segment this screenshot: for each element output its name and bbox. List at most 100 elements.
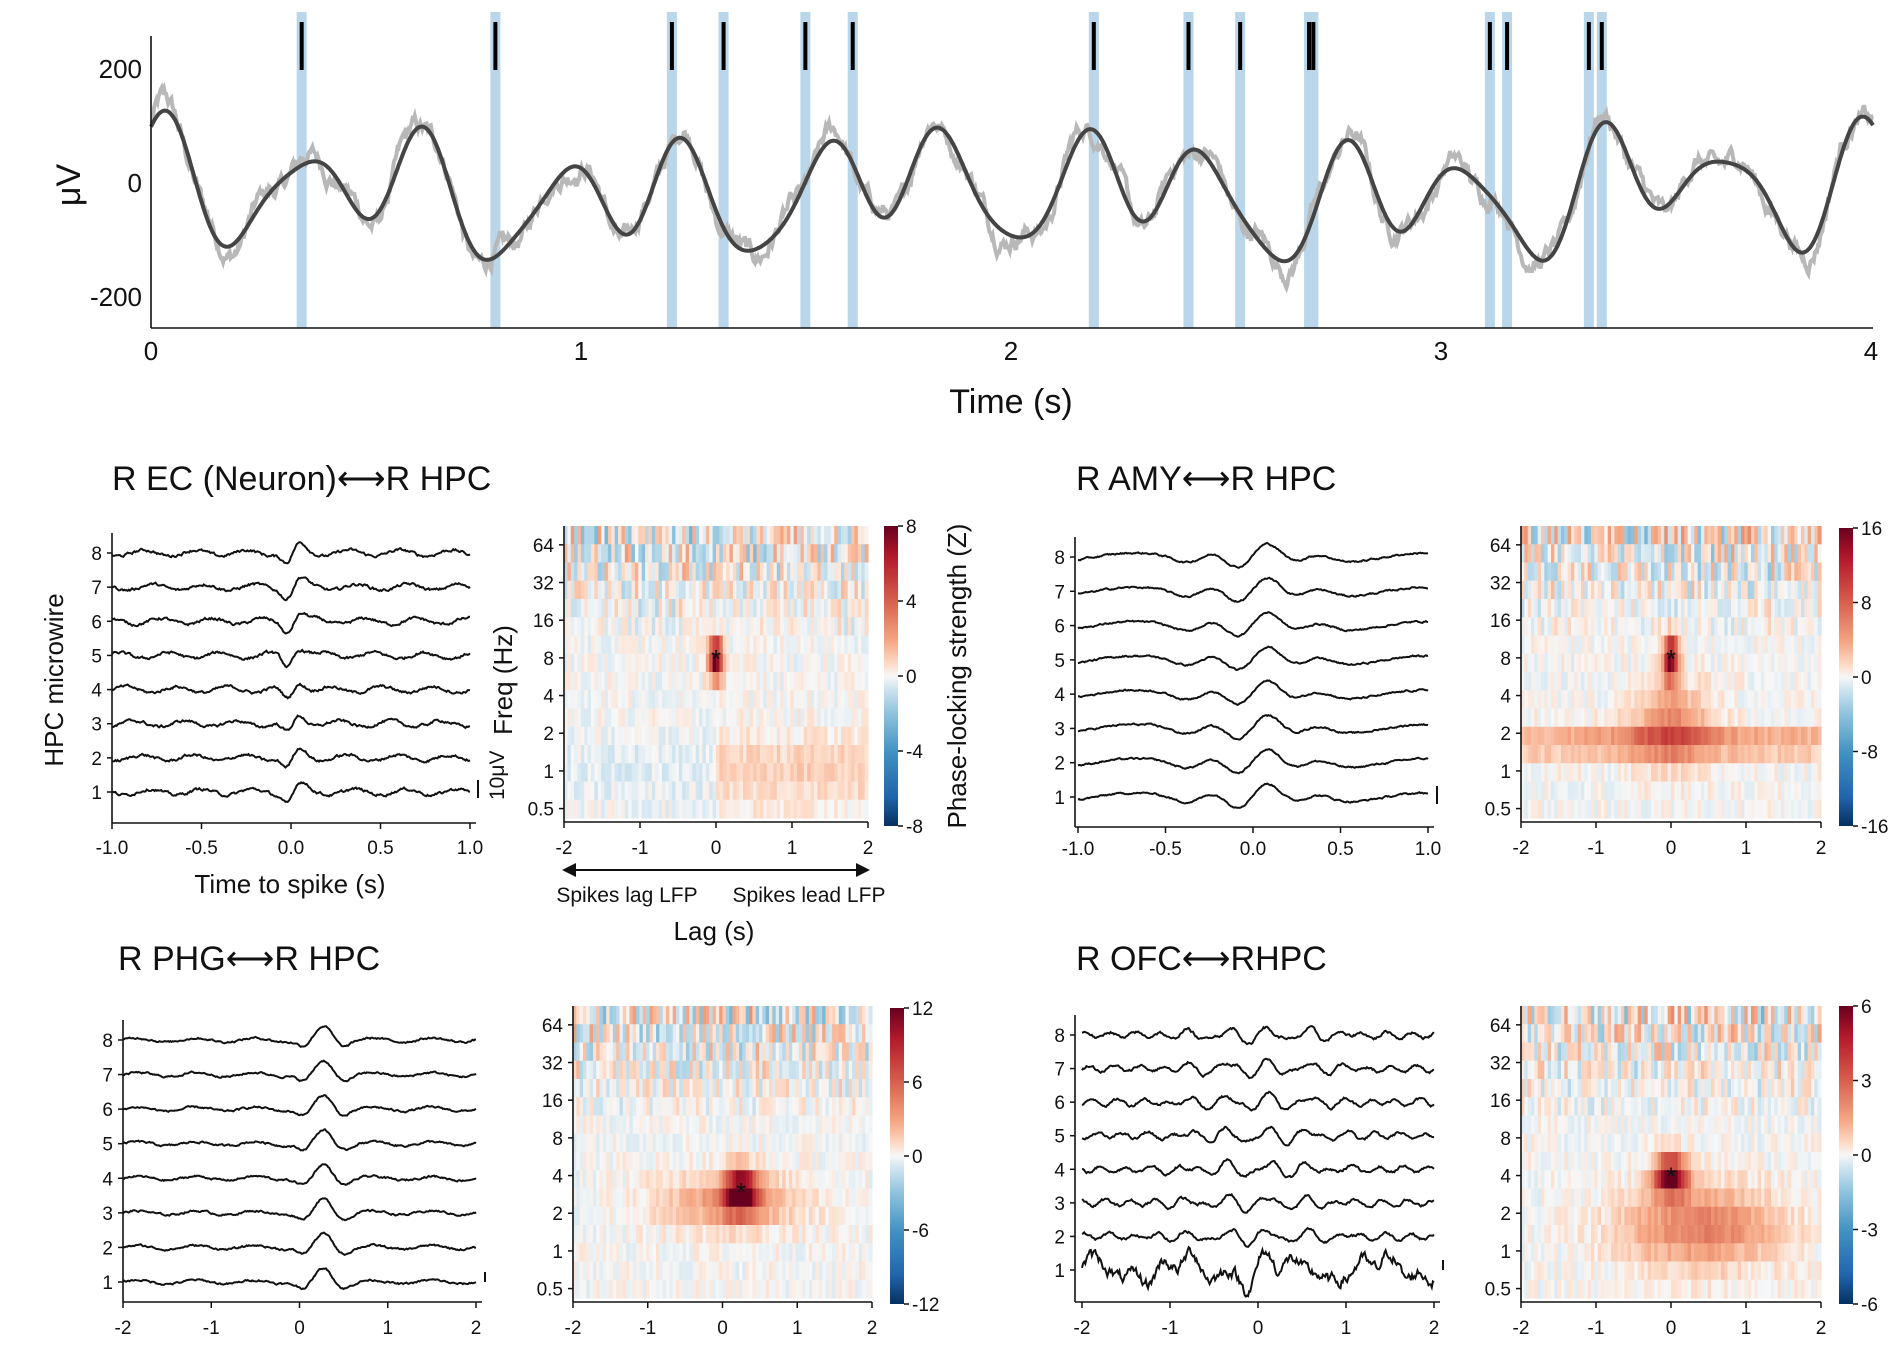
heatmap-cell <box>858 1060 863 1080</box>
y-tick: 1 <box>1500 762 1511 783</box>
heatmap-cell <box>1664 690 1669 710</box>
heatmap-cell <box>1817 726 1822 746</box>
spike-tick <box>1311 22 1316 70</box>
heatmap-cell <box>772 1115 777 1135</box>
heatmap-cell <box>729 1097 734 1117</box>
heatmap-cell <box>735 1279 740 1299</box>
heatmap-cell <box>798 1152 803 1171</box>
heatmap-cell <box>1797 599 1802 618</box>
heatmap-cell <box>669 1152 674 1171</box>
heatmap-cell <box>685 599 690 618</box>
heatmap-cell <box>1584 580 1589 600</box>
heatmap-cell <box>709 1024 714 1044</box>
heatmap-cell <box>1537 799 1542 819</box>
heatmap-cell <box>792 1115 797 1135</box>
heatmap-cell <box>719 1097 724 1117</box>
heatmap-cell <box>632 1152 637 1171</box>
heatmap-cell <box>868 1170 873 1190</box>
heatmap-cell <box>642 1170 647 1190</box>
lfp-trace-line <box>122 1059 477 1083</box>
heatmap-cell <box>854 526 859 545</box>
heatmap-cell <box>1721 617 1725 637</box>
heatmap-cell <box>1531 1006 1535 1025</box>
heatmap-cell <box>827 726 832 746</box>
heatmap-cell <box>1547 1006 1552 1025</box>
heatmap-cell <box>580 544 585 564</box>
heatmap-cell <box>574 799 579 819</box>
heatmap-cell <box>1551 526 1555 545</box>
heatmap-cell <box>800 781 805 801</box>
heatmap-cell <box>813 653 818 673</box>
heatmap-cell <box>709 1115 714 1135</box>
heatmap-cell <box>1587 690 1592 710</box>
heatmap-cell <box>699 599 704 618</box>
heatmap-cell <box>612 1097 617 1117</box>
heatmap-cell <box>729 580 734 600</box>
heatmap-cell <box>1751 562 1755 582</box>
heatmap-cell <box>1687 672 1692 691</box>
heatmap-cell <box>1597 708 1602 728</box>
heatmap-cell <box>582 1079 587 1098</box>
heatmap-cell <box>597 599 602 618</box>
heatmap-cell <box>1794 1006 1799 1025</box>
heatmap-cell <box>807 690 812 710</box>
heatmap-cell <box>1571 763 1575 783</box>
heatmap-cell <box>765 1243 770 1263</box>
heatmap-cell <box>1781 580 1785 600</box>
heatmap-cell <box>564 653 568 673</box>
heatmap-cell <box>699 1060 704 1080</box>
heatmap-cell <box>626 1225 631 1244</box>
heatmap-cell <box>1707 745 1712 764</box>
heatmap-cell <box>755 1152 760 1171</box>
heatmap-cell <box>834 635 839 655</box>
y-tick: 0.5 <box>537 1280 563 1301</box>
heatmap-cell <box>1701 1042 1705 1062</box>
heatmap-cell <box>599 1206 604 1226</box>
heatmap-cell <box>1671 745 1675 764</box>
heatmap-cell <box>1577 672 1582 691</box>
heatmap-cell <box>587 562 592 582</box>
heatmap-cell <box>675 1206 680 1226</box>
heatmap-cell <box>868 1188 873 1208</box>
heatmap-cell <box>1531 1042 1535 1062</box>
heatmap-cell <box>1684 562 1689 582</box>
heatmap-cell <box>1794 690 1799 710</box>
heatmap-cell <box>807 544 812 564</box>
heatmap-cell <box>857 635 862 655</box>
heatmap-cell <box>845 1188 850 1208</box>
x-tick: 2 <box>863 838 874 859</box>
heatmap-cell <box>695 1188 700 1208</box>
heatmap-cell <box>785 1243 790 1263</box>
heatmap-cell <box>631 781 636 801</box>
heatmap-cell <box>1804 526 1809 545</box>
heatmap-cell <box>842 1188 847 1208</box>
heatmap-cell <box>861 653 866 673</box>
heatmap-cell <box>1567 708 1572 728</box>
heatmap-cell <box>645 635 650 655</box>
heatmap-cell <box>759 726 764 746</box>
heatmap-cell <box>742 1060 747 1080</box>
heatmap-cell <box>638 745 643 764</box>
heatmap-cell <box>1607 763 1612 783</box>
heatmap-cell <box>669 1024 674 1044</box>
heatmap-cell <box>577 672 582 691</box>
heatmap-cell <box>864 580 869 600</box>
heatmap-cell <box>1574 562 1579 582</box>
heatmap-cell <box>618 763 623 783</box>
heatmap-cell <box>1681 672 1685 691</box>
heatmap-cell <box>848 1279 853 1299</box>
heatmap-cell <box>805 1225 810 1244</box>
heatmap-cell <box>769 1042 773 1062</box>
heatmap-cell <box>1634 526 1639 545</box>
heatmap-cell <box>815 1115 820 1135</box>
heatmap-cell <box>1537 1024 1542 1044</box>
heatmap-cell <box>769 1060 773 1080</box>
heatmap-cell <box>861 726 866 746</box>
heatmap-cell <box>848 1188 853 1208</box>
heatmap-cell <box>868 1279 873 1299</box>
heatmap-cell <box>649 1243 654 1263</box>
heatmap-cell <box>666 1279 670 1299</box>
heatmap-cell <box>848 1060 853 1080</box>
